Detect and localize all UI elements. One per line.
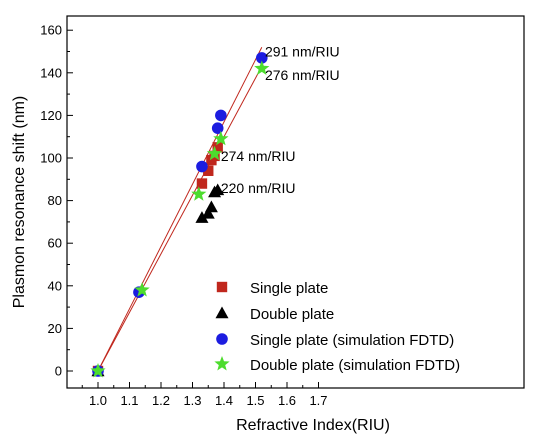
square-point <box>203 165 214 176</box>
slope-annotation: 220 nm/RIU <box>221 180 296 196</box>
x-tick-label: 1.0 <box>89 393 107 408</box>
triangle-point <box>211 183 225 196</box>
annotations: 291 nm/RIU 276 nm/RIU 274 nm/RIU 220 nm/RIU <box>221 44 340 196</box>
x-tick-label: 1.1 <box>120 393 138 408</box>
data-points <box>90 52 270 378</box>
legend-marker <box>216 281 228 293</box>
y-tick-label: 20 <box>48 321 62 336</box>
star-point <box>90 363 106 378</box>
legend-marker <box>214 356 230 371</box>
x-axis: 1.0 1.1 1.2 1.3 1.4 1.5 1.6 1.7 <box>81 382 328 408</box>
circle-point <box>211 122 224 134</box>
y-axis: 0 20 40 60 80 100 120 140 160 <box>40 23 73 379</box>
x-tick-label: 1.2 <box>152 393 170 408</box>
x-tick-label: 1.6 <box>278 393 296 408</box>
slope-annotation: 276 nm/RIU <box>265 67 340 83</box>
triangle-point <box>195 211 209 223</box>
plot-frame <box>66 15 525 389</box>
legend-marker <box>215 306 229 319</box>
square-point <box>212 142 223 153</box>
x-axis-label: Refractive Index(RIU) <box>236 417 390 434</box>
square-point <box>196 178 208 189</box>
y-tick-label: 0 <box>55 364 62 379</box>
y-tick-label: 100 <box>40 151 62 166</box>
x-tick-label: 1.5 <box>246 393 264 408</box>
circle-point <box>196 160 208 173</box>
star-point <box>254 60 270 75</box>
fit-lines <box>97 47 263 372</box>
legend: Single plate Double plate Single plate (si… <box>214 280 460 374</box>
star-point <box>206 145 223 161</box>
triangle-point <box>201 206 215 219</box>
fit-line <box>97 47 263 372</box>
y-tick-label: 160 <box>40 23 62 38</box>
legend-label: Single plate (simulation FDTD) <box>250 332 454 349</box>
circle-point <box>255 52 268 64</box>
x-tick-label: 1.7 <box>309 393 327 408</box>
star-point <box>213 130 229 146</box>
legend-label: Double plate <box>250 306 334 323</box>
y-axis-label: Plasmon resonance shift (nm) <box>11 96 28 309</box>
slope-annotation: 291 nm/RIU <box>265 44 340 60</box>
y-tick-label: 80 <box>48 193 62 208</box>
triangle-point <box>204 200 218 213</box>
y-tick-label: 60 <box>48 236 62 251</box>
legend-label: Single plate <box>250 280 328 297</box>
legend-label: Double plate (simulation FDTD) <box>250 357 460 374</box>
y-tick-label: 140 <box>40 65 62 80</box>
legend-marker <box>216 333 228 345</box>
fit-line <box>97 66 263 372</box>
star-point <box>191 186 207 201</box>
star-point <box>134 282 150 297</box>
x-tick-label: 1.3 <box>183 393 201 408</box>
y-tick-label: 40 <box>48 278 62 293</box>
slope-annotation: 274 nm/RIU <box>221 148 296 164</box>
circle-point <box>215 109 227 122</box>
x-tick-label: 1.4 <box>215 393 233 408</box>
y-tick-label: 120 <box>40 108 62 123</box>
